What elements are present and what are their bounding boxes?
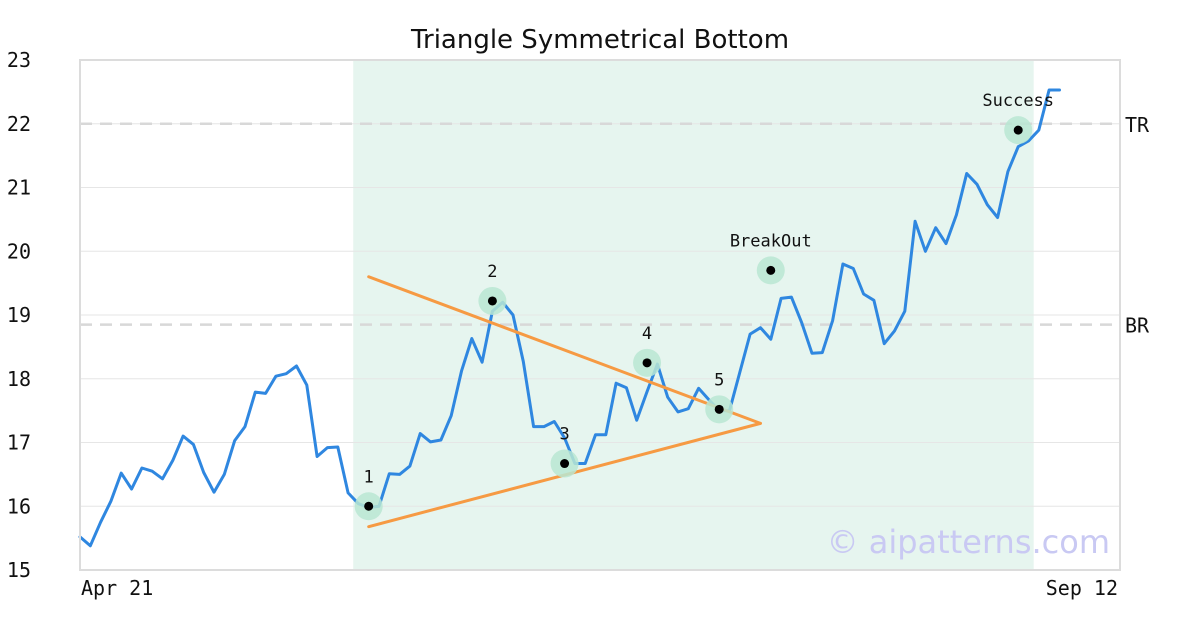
point-marker [364, 501, 374, 511]
point-label: 5 [714, 370, 724, 390]
point-label: 1 [364, 467, 374, 487]
y-tick-label: 17 [7, 431, 31, 455]
point-label: Success [982, 91, 1054, 111]
y-tick-label: 21 [7, 176, 31, 200]
plot-frame [79, 59, 1121, 571]
y-tick-label: 15 [7, 558, 31, 582]
point-marker [487, 296, 497, 306]
x-tick-label-end: Sep 12 [1046, 576, 1118, 600]
point-label: 3 [559, 425, 569, 445]
point-marker [560, 459, 570, 469]
chart-title: Triangle Symmetrical Bottom [410, 25, 789, 55]
y-tick-label: 20 [7, 239, 31, 263]
x-tick-label-start: Apr 21 [81, 576, 153, 600]
point-marker [642, 358, 652, 368]
y-tick-label: 16 [7, 494, 31, 518]
point-marker [714, 404, 724, 414]
reference-line-label: BR [1125, 314, 1150, 338]
point-label: 2 [487, 262, 497, 282]
point-marker [1013, 125, 1023, 135]
point-label: BreakOut [730, 231, 812, 251]
y-tick-label: 23 [7, 48, 31, 72]
reference-line-label: TR [1125, 113, 1150, 137]
watermark: © aipatterns.com [827, 523, 1110, 561]
y-tick-label: 22 [7, 112, 31, 136]
y-tick-label: 18 [7, 367, 31, 391]
point-label: 4 [642, 324, 652, 344]
y-tick-label: 19 [7, 303, 31, 327]
point-marker [766, 265, 776, 275]
triangle-upper-line [367, 275, 762, 425]
